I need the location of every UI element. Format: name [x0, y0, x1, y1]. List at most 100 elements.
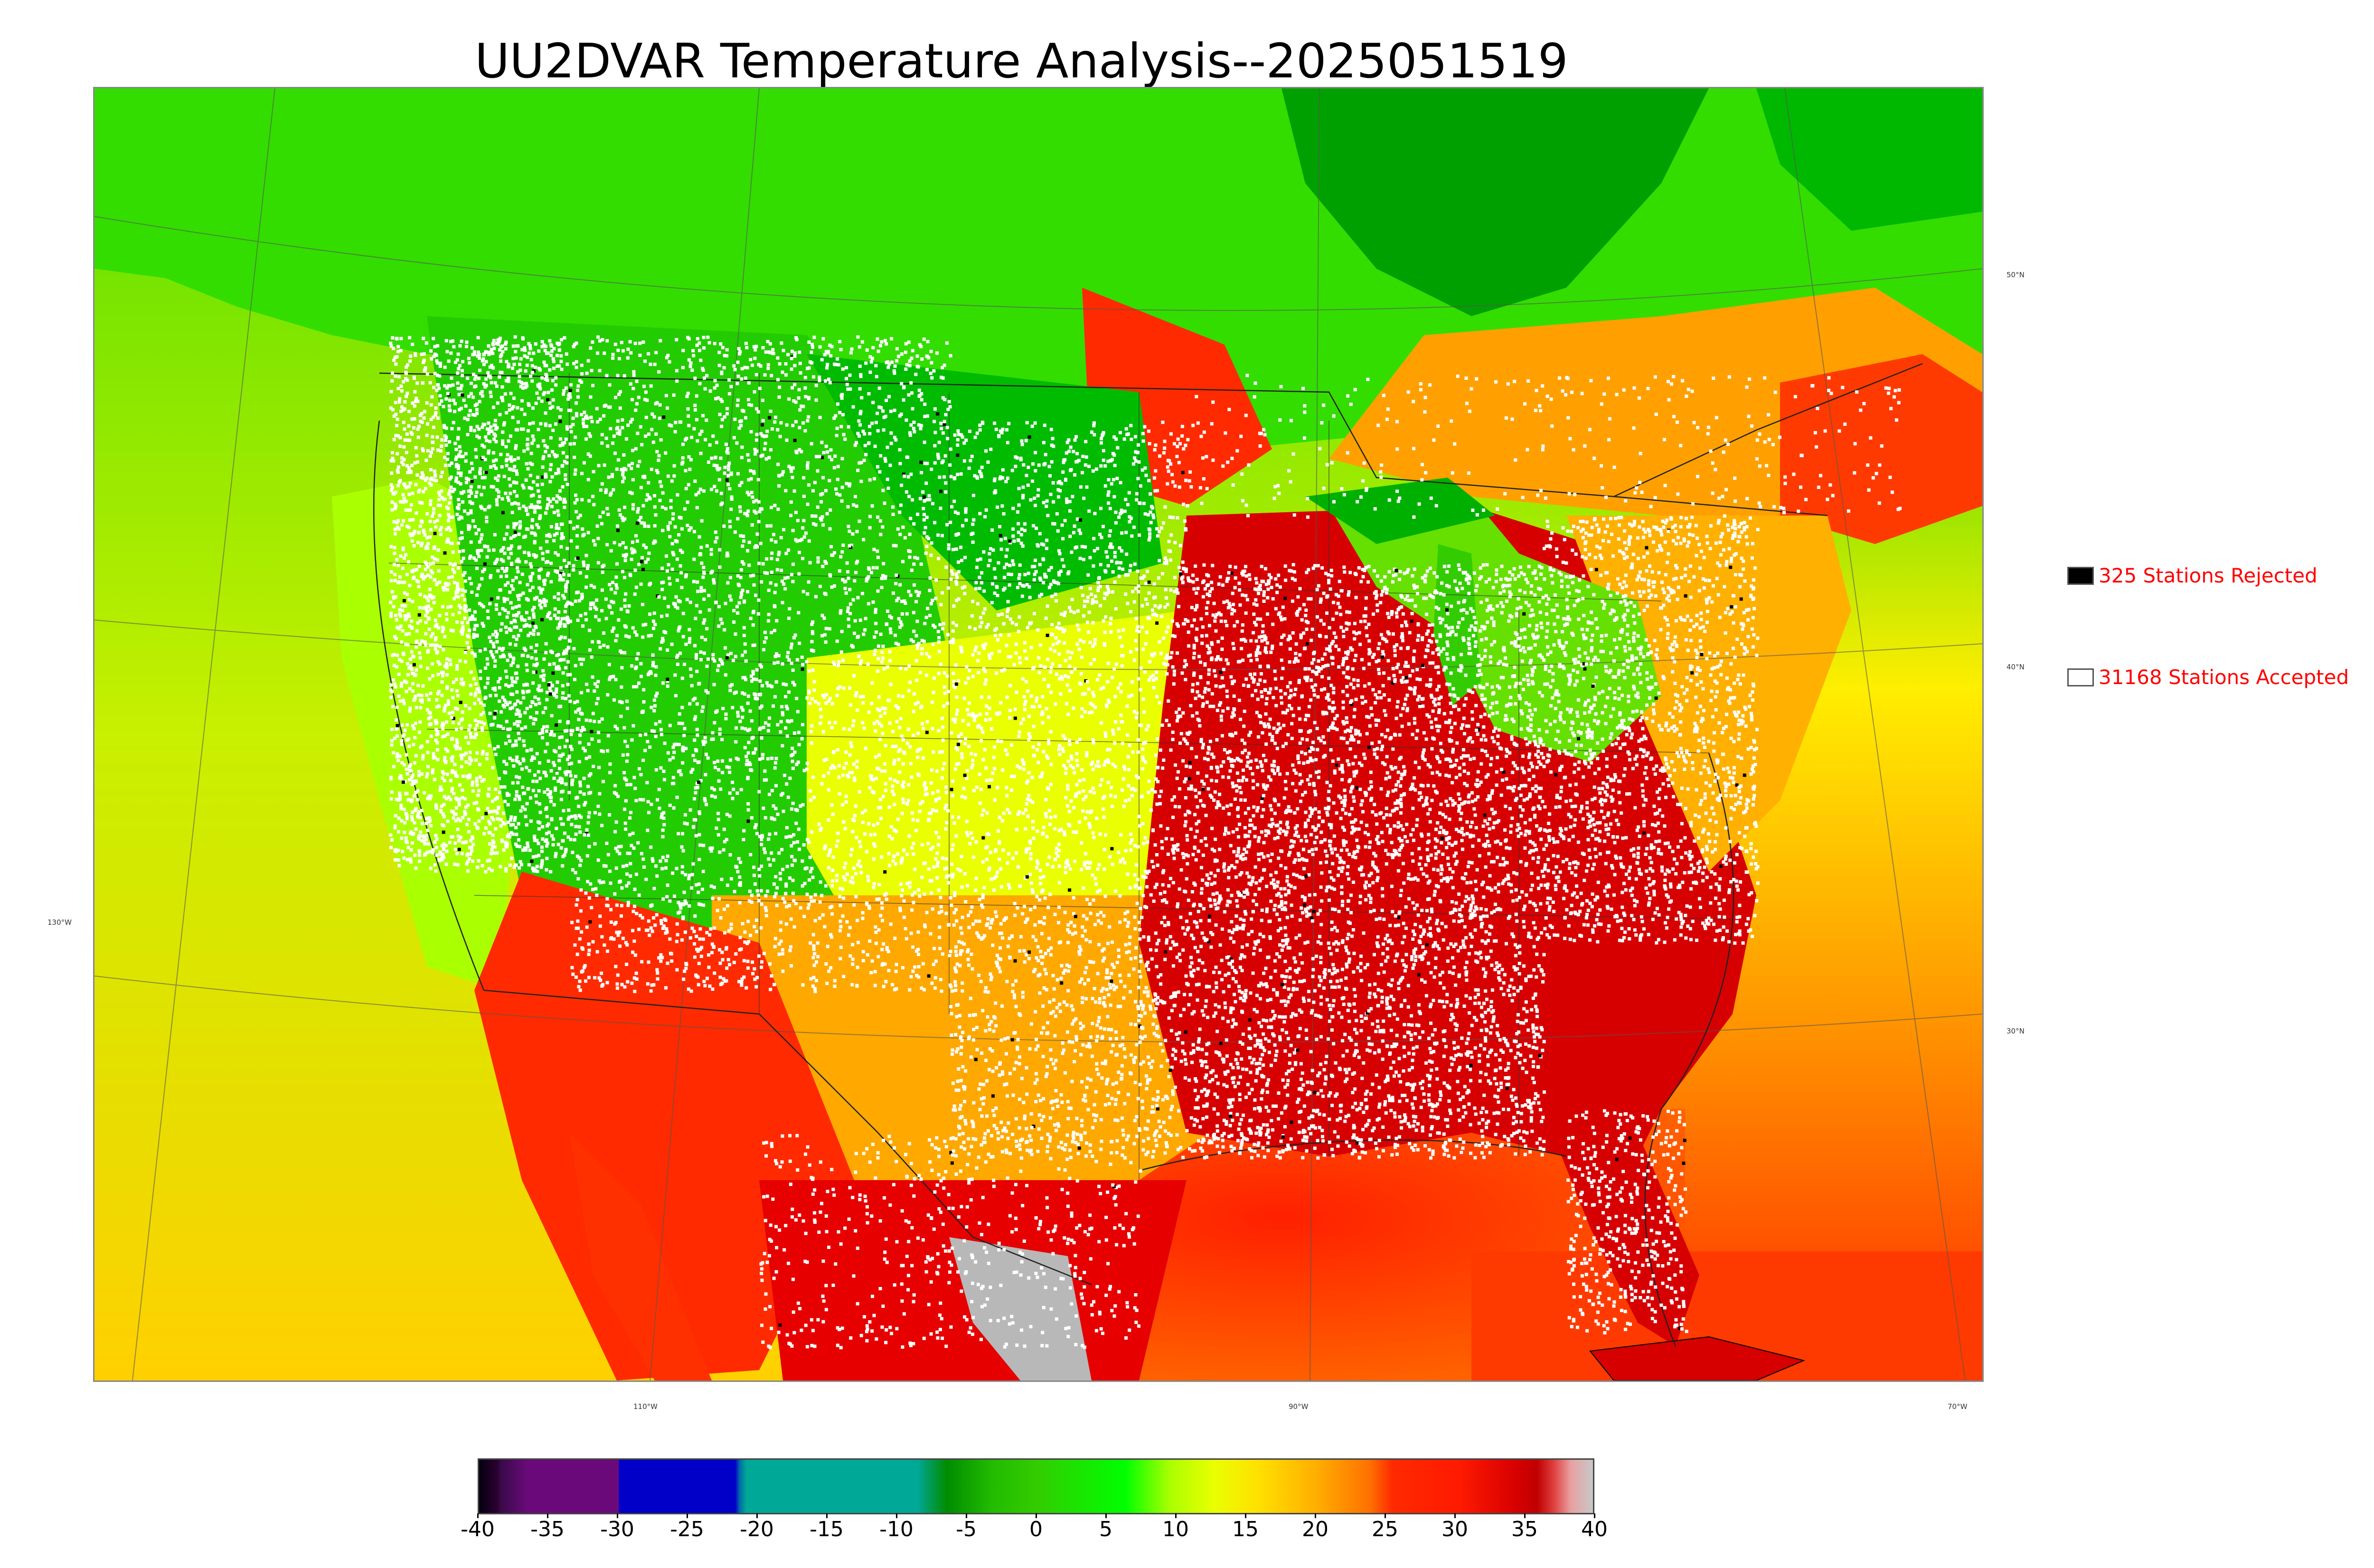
station-accepted [775, 619, 779, 623]
station-accepted [422, 530, 426, 534]
station-accepted [714, 397, 717, 401]
station-accepted [697, 535, 701, 539]
station-accepted [664, 394, 668, 397]
station-accepted [948, 463, 952, 467]
station-accepted [659, 953, 663, 957]
station-accepted [480, 816, 484, 820]
station-accepted [729, 598, 733, 602]
station-accepted [413, 674, 417, 677]
station-accepted [409, 848, 413, 852]
station-accepted [584, 718, 588, 722]
station-accepted [797, 611, 801, 615]
station-accepted [481, 570, 485, 573]
station-accepted [524, 725, 528, 729]
station-accepted [438, 850, 442, 854]
station-accepted [621, 570, 624, 573]
station-accepted [733, 417, 737, 421]
station-accepted [580, 364, 584, 367]
station-accepted [517, 795, 521, 798]
station-accepted [500, 566, 504, 570]
station-accepted [448, 440, 452, 444]
station-accepted [600, 749, 603, 753]
station-accepted [397, 627, 401, 630]
station-rejected [925, 731, 929, 734]
station-accepted [759, 926, 763, 930]
station-accepted [746, 808, 750, 812]
station-accepted [596, 858, 600, 862]
station-accepted [591, 495, 595, 498]
station-accepted [587, 942, 591, 946]
station-accepted [941, 534, 944, 537]
station-accepted [820, 634, 824, 638]
station-accepted [736, 758, 740, 761]
station-accepted [398, 575, 402, 579]
station-accepted [635, 379, 639, 383]
station-accepted [592, 470, 595, 473]
station-rejected [939, 489, 943, 493]
station-accepted [805, 696, 809, 700]
station-accepted [878, 738, 882, 742]
station-accepted [537, 702, 541, 705]
station-accepted [538, 495, 541, 498]
station-accepted [486, 681, 490, 685]
station-accepted [789, 514, 793, 517]
station-accepted [455, 358, 459, 362]
station-accepted [851, 943, 855, 947]
station-accepted [742, 975, 746, 979]
station-accepted [593, 682, 597, 686]
station-accepted [884, 980, 888, 984]
station-accepted [464, 751, 468, 755]
station-accepted [605, 543, 609, 546]
station-accepted [949, 447, 952, 451]
station-accepted [515, 790, 518, 794]
station-accepted [442, 648, 445, 652]
station-accepted [557, 364, 561, 368]
station-accepted [630, 491, 634, 495]
station-accepted [655, 469, 659, 472]
station-accepted [521, 336, 525, 340]
station-accepted [419, 746, 423, 750]
station-accepted [432, 561, 435, 565]
station-accepted [758, 663, 762, 667]
station-accepted [552, 366, 556, 370]
station-accepted [858, 845, 862, 848]
station-accepted [486, 616, 490, 620]
station-accepted [513, 458, 517, 461]
station-accepted [760, 843, 763, 846]
station-accepted [906, 455, 910, 459]
station-accepted [770, 756, 774, 760]
station-accepted [584, 416, 587, 420]
station-accepted [415, 668, 418, 672]
station-accepted [519, 629, 523, 632]
station-accepted [856, 966, 859, 969]
station-accepted [560, 735, 564, 739]
station-accepted [436, 730, 440, 733]
station-accepted [466, 620, 470, 624]
station-accepted [568, 392, 572, 396]
station-accepted [938, 751, 942, 754]
station-accepted [810, 867, 814, 870]
station-accepted [543, 790, 546, 794]
station-accepted [838, 792, 841, 796]
station-accepted [615, 727, 619, 731]
station-accepted [735, 605, 739, 609]
station-accepted [478, 368, 481, 372]
station-accepted [625, 864, 629, 867]
station-accepted [458, 803, 462, 807]
station-accepted [660, 614, 664, 618]
station-accepted [556, 509, 560, 513]
station-accepted [433, 840, 437, 844]
station-accepted [392, 438, 396, 441]
station-accepted [594, 887, 598, 891]
station-accepted [695, 604, 698, 608]
station-accepted [562, 389, 566, 393]
station-accepted [641, 916, 644, 920]
station-accepted [559, 566, 563, 570]
station-accepted [861, 959, 865, 962]
station-accepted [423, 575, 427, 579]
station-accepted [567, 561, 571, 565]
station-accepted [558, 736, 562, 740]
station-accepted [467, 394, 471, 398]
temperature-map[interactable] [93, 87, 1984, 1382]
station-accepted [759, 542, 763, 545]
